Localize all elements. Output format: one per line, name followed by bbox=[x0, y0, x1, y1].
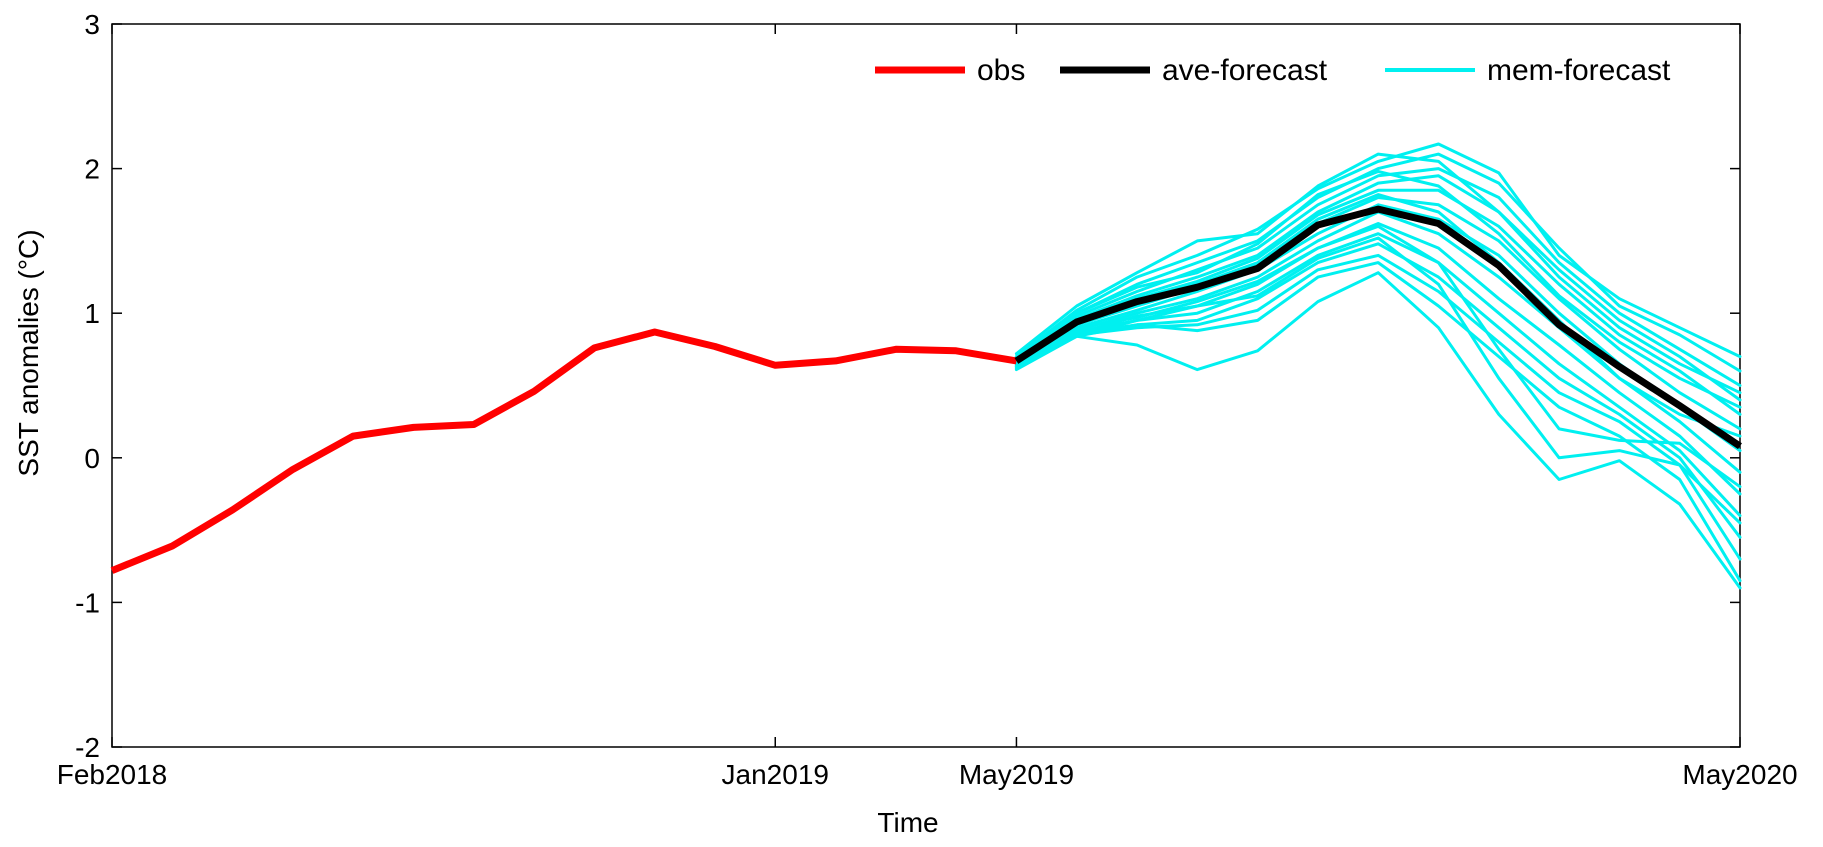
mem-forecast-line bbox=[1014, 196, 1742, 431]
x-tick-label: Jan2019 bbox=[722, 759, 829, 790]
plot-frame bbox=[111, 23, 1741, 748]
obs-series bbox=[110, 328, 1017, 574]
obs-line bbox=[110, 328, 1017, 574]
mem-forecast-line bbox=[1014, 152, 1742, 395]
y-tick-label: 1 bbox=[84, 298, 100, 329]
mem-forecast-line bbox=[1014, 142, 1742, 359]
mem-forecast-line bbox=[1014, 224, 1742, 489]
mem-forecast-line bbox=[1014, 271, 1742, 590]
ave-forecast-line bbox=[1014, 205, 1742, 450]
y-axis-label: SST anomalies (°C) bbox=[13, 229, 44, 476]
x-tick-label: May2019 bbox=[959, 759, 1074, 790]
x-tick-label: Feb2018 bbox=[57, 759, 168, 790]
mem-forecast-line bbox=[1014, 167, 1742, 387]
mem-forecast-line bbox=[1014, 152, 1742, 373]
y-tick-label: -2 bbox=[75, 732, 100, 763]
axes: -2 -1 0 1 2 3 Feb2018 Jan2019 May2019 May2020 bbox=[57, 9, 1798, 790]
legend-label: obs bbox=[977, 54, 1025, 87]
ave-forecast-series bbox=[1014, 205, 1742, 450]
y-tick-label: 3 bbox=[84, 9, 100, 40]
x-tick-label: May2020 bbox=[1682, 759, 1797, 790]
mem-forecast-line bbox=[1014, 236, 1742, 525]
mem-forecast-line bbox=[1014, 174, 1742, 402]
legend-label: mem-forecast bbox=[1487, 54, 1671, 87]
mem-forecast-line bbox=[1014, 253, 1742, 561]
plot-area bbox=[111, 23, 1741, 748]
legend-label: ave-forecast bbox=[1162, 54, 1328, 87]
legend: obs ave-forecast mem-forecast bbox=[875, 54, 1671, 87]
y-tick-label: 0 bbox=[84, 443, 100, 474]
y-tick-label: 2 bbox=[84, 154, 100, 185]
mem-forecast-line bbox=[1014, 170, 1742, 409]
mem-forecast-line bbox=[1014, 261, 1742, 583]
y-tick-label: -1 bbox=[75, 587, 100, 618]
x-axis-label: Time bbox=[877, 807, 938, 838]
